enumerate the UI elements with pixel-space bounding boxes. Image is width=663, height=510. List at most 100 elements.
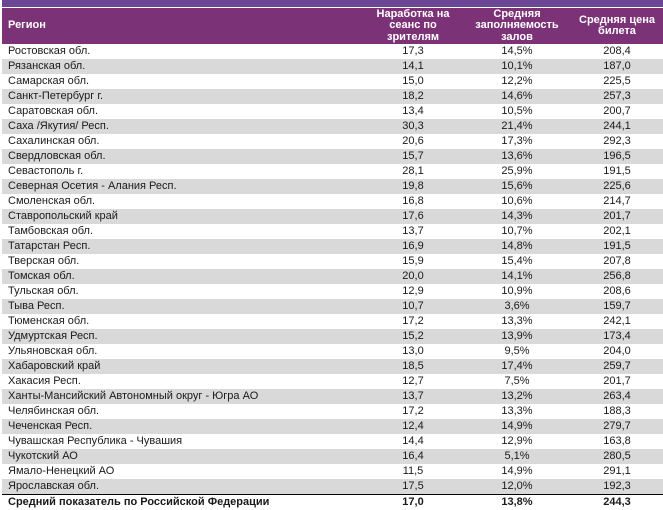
value-cell: 14,1 — [402, 60, 424, 72]
value-cell: 12,0% — [501, 480, 533, 492]
value-cell: 208,6 — [603, 285, 631, 297]
value-cell: 214,7 — [603, 195, 631, 207]
value-cell: 225,5 — [603, 75, 631, 87]
table-row: Чувашская Республика - Чувашия 14,4 12,9% 1… — [2, 434, 663, 449]
region-cell: Северная Осетия - Алания Респ. — [8, 180, 177, 192]
region-cell: Ставропольский край — [8, 210, 118, 222]
region-cell: Ульяновская обл. — [8, 345, 98, 357]
value-cell: 292,3 — [603, 135, 631, 147]
column-header-avg-occupancy: Средняя заполняемость залов — [475, 7, 559, 43]
value-cell: 17,3% — [501, 135, 533, 147]
value-cell: 18,2 — [402, 90, 424, 102]
value-cell: 14,4 — [402, 435, 424, 447]
value-cell: 159,7 — [603, 300, 631, 312]
value-cell: 13,4 — [402, 105, 424, 117]
value-cell: 12,9 — [402, 285, 424, 297]
region-cell: Саратовская обл. — [8, 105, 99, 117]
value-cell: 14,6% — [501, 90, 533, 102]
region-cell: Рязанская обл. — [8, 60, 86, 72]
value-cell: 13,6% — [501, 150, 533, 162]
value-cell: 191,5 — [603, 240, 631, 252]
region-cell: Хабаровский край — [8, 360, 101, 372]
table-row: Ханты-Мансийский Автономный округ - Югра… — [2, 389, 663, 404]
value-cell: 242,1 — [603, 315, 631, 327]
table-row: Хабаровский край 18,5 17,4% 259,7 — [2, 359, 663, 374]
region-cell: Тверская обл. — [8, 255, 80, 267]
table-row: Севастополь г. 28,1 25,9% 191,5 — [2, 164, 663, 179]
table-footer-row: Средний показатель по Российской Федерац… — [2, 494, 663, 509]
value-cell: 14,9% — [501, 420, 533, 432]
region-cell: Тульская обл. — [8, 285, 79, 297]
value-cell: 191,5 — [603, 165, 631, 177]
table-row: Хакасия Респ. 12,7 7,5% 201,7 — [2, 374, 663, 389]
value-cell: 10,6% — [501, 195, 533, 207]
region-cell: Ямало-Ненецкий АО — [8, 465, 115, 477]
value-cell: 12,4 — [402, 420, 424, 432]
value-cell: 30,3 — [402, 120, 424, 132]
table-row: Ямало-Ненецкий АО 11,5 14,9% 291,1 — [2, 464, 663, 479]
value-cell: 10,1% — [501, 60, 533, 72]
region-cell: Чеченская Респ. — [8, 420, 93, 432]
value-cell: 10,7 — [402, 300, 424, 312]
value-cell: 11,5 — [402, 465, 424, 477]
value-cell: 10,9% — [501, 285, 533, 297]
value-cell: 3,6% — [504, 300, 530, 312]
footer-label: Средний показатель по Российской Федерац… — [8, 496, 270, 508]
value-cell: 257,3 — [603, 90, 631, 102]
table-row: Саратовская обл. 13,4 10,5% 200,7 — [2, 104, 663, 119]
region-cell: Тамбовская обл. — [8, 225, 94, 237]
region-cell: Ростовская обл. — [8, 45, 91, 57]
value-cell: 16,4 — [402, 450, 424, 462]
column-header-avg-ticket-price: Средняя цена билета — [579, 13, 655, 37]
value-cell: 13,0 — [402, 345, 424, 357]
value-cell: 196,5 — [603, 150, 631, 162]
footer-avg-occupancy: 13,8% — [501, 496, 533, 508]
footer-avg-ticket-price: 244,3 — [603, 496, 631, 508]
region-cell: Тыва Респ. — [8, 300, 65, 312]
region-cell: Хакасия Респ. — [8, 375, 81, 387]
table-row: Ульяновская обл. 13,0 9,5% 204,0 — [2, 344, 663, 359]
column-header-viewers-per-session: Наработка на сеанс по зрителям — [376, 7, 450, 43]
value-cell: 208,4 — [603, 45, 631, 57]
region-cell: Севастополь г. — [8, 165, 84, 177]
value-cell: 13,3% — [501, 315, 533, 327]
value-cell: 163,8 — [603, 435, 631, 447]
table-row: Тульская обл. 12,9 10,9% 208,6 — [2, 284, 663, 299]
value-cell: 16,9 — [402, 240, 424, 252]
value-cell: 28,1 — [402, 165, 424, 177]
table-row: Томская обл. 20,0 14,1% 256,8 — [2, 269, 663, 284]
table-row: Тверская обл. 15,9 15,4% 207,8 — [2, 254, 663, 269]
value-cell: 202,1 — [603, 225, 631, 237]
region-cell: Ханты-Мансийский Автономный округ - Югра… — [8, 390, 259, 402]
table-body: Ростовская обл. 17,3 14,5% 208,4 Рязанская о… — [2, 44, 663, 494]
table-header-row: Регион Наработка на сеанс по зрителям Ср… — [2, 8, 663, 44]
value-cell: 188,3 — [603, 405, 631, 417]
value-cell: 13,7 — [402, 225, 424, 237]
value-cell: 20,6 — [402, 135, 424, 147]
table-row: Чукотский АО 16,4 5,1% 280,5 — [2, 449, 663, 464]
value-cell: 17,2 — [402, 315, 424, 327]
region-cell: Челябинская обл. — [8, 405, 100, 417]
value-cell: 17,2 — [402, 405, 424, 417]
table-row: Чеченская Респ. 12,4 14,9% 279,7 — [2, 419, 663, 434]
value-cell: 13,3% — [501, 405, 533, 417]
value-cell: 280,5 — [603, 450, 631, 462]
table-row: Татарстан Респ. 16,9 14,8% 191,5 — [2, 239, 663, 254]
value-cell: 17,3 — [402, 45, 424, 57]
value-cell: 204,0 — [603, 345, 631, 357]
column-header-region: Регион — [8, 19, 46, 32]
region-cell: Саха /Якутия/ Респ. — [8, 120, 109, 132]
value-cell: 173,4 — [603, 330, 631, 342]
region-cell: Удмуртская Респ. — [8, 330, 98, 342]
region-cell: Ярославская обл. — [8, 480, 100, 492]
value-cell: 12,2% — [501, 75, 533, 87]
region-cell: Самарская обл. — [8, 75, 90, 87]
value-cell: 14,9% — [501, 465, 533, 477]
value-cell: 17,4% — [501, 360, 533, 372]
value-cell: 7,5% — [504, 375, 530, 387]
value-cell: 13,2% — [501, 390, 533, 402]
table-row: Смоленская обл. 16,8 10,6% 214,7 — [2, 194, 663, 209]
value-cell: 10,7% — [501, 225, 533, 237]
table-row: Тюменская обл. 17,2 13,3% 242,1 — [2, 314, 663, 329]
